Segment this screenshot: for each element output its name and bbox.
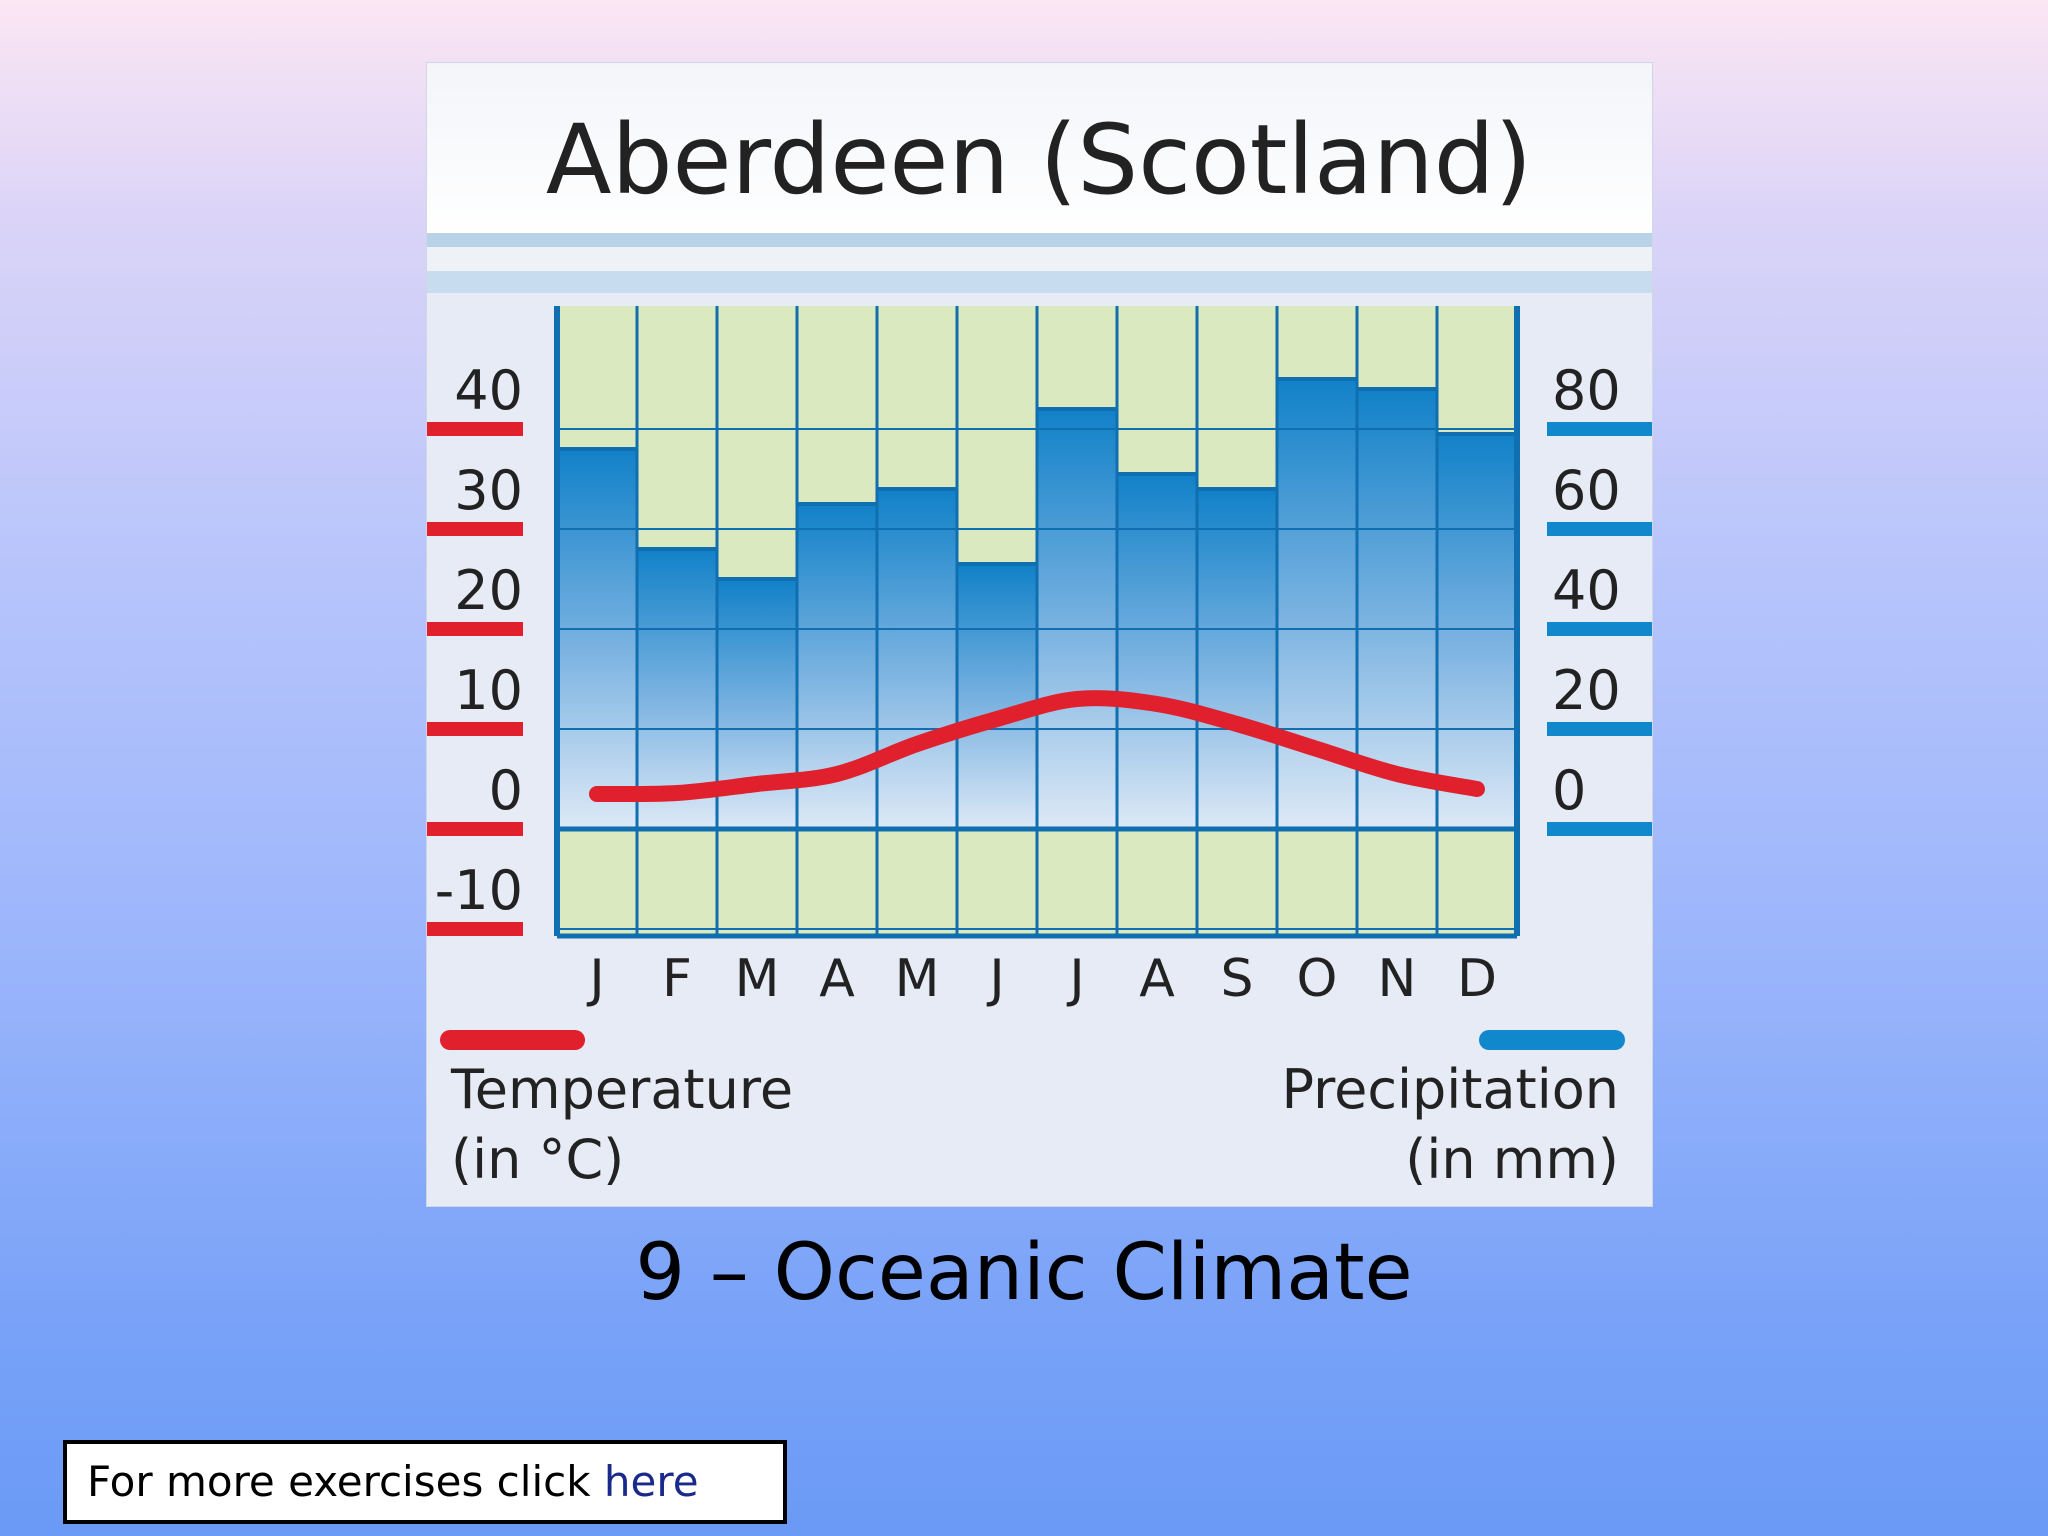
precipitation-legend-label: Precipitation: [1281, 1058, 1619, 1121]
precipitation-tick-label: 20: [1552, 659, 1621, 722]
here-link[interactable]: here: [603, 1457, 699, 1506]
precipitation-bar: [877, 489, 957, 829]
month-label: O: [1297, 949, 1338, 1009]
chart-title: Aberdeen (Scotland): [546, 104, 1532, 216]
precipitation-tick-label: 80: [1552, 359, 1621, 422]
precipitation-bar: [557, 449, 637, 829]
temperature-legend-unit: (in °C): [451, 1128, 624, 1191]
precipitation-tick-label: 40: [1552, 559, 1621, 622]
temperature-axis: 40 30 20 10 0 -10: [427, 359, 523, 936]
month-label: M: [735, 949, 780, 1009]
precipitation-bar: [1357, 389, 1437, 829]
temperature-line: [589, 690, 1485, 803]
month-label: J: [1066, 949, 1084, 1009]
climate-chart: Aberdeen (Scotland) 40 30 20 10 0 -10 80 60 40 2…: [427, 63, 1652, 1206]
month-label: J: [986, 949, 1004, 1009]
more-exercises-box: For more exercises click here: [63, 1440, 787, 1524]
precipitation-bar: [1437, 434, 1517, 829]
precipitation-bar: [1117, 474, 1197, 829]
title-divider-gap: [427, 247, 1652, 271]
title-divider: [427, 233, 1652, 247]
temperature-tick-label: 30: [454, 459, 523, 522]
precipitation-bar: [637, 549, 717, 829]
slide-subtitle: 9 – Oceanic Climate: [635, 1228, 1413, 1318]
title-divider-lower: [427, 271, 1652, 293]
precipitation-tick-label: 60: [1552, 459, 1621, 522]
month-label: M: [895, 949, 940, 1009]
month-label: A: [1139, 949, 1175, 1009]
more-exercises-text: For more exercises click: [87, 1457, 591, 1506]
month-label: J: [586, 949, 604, 1009]
climate-chart-svg: Aberdeen (Scotland) 40 30 20 10 0 -10 80 60 40 2…: [427, 63, 1652, 1191]
precipitation-bar: [1197, 489, 1277, 829]
temperature-tick-label: -10: [435, 859, 523, 922]
precipitation-tick-label: 0: [1552, 759, 1586, 822]
month-label: D: [1457, 949, 1497, 1009]
temperature-legend-label: Temperature: [450, 1058, 793, 1121]
precipitation-bar: [957, 564, 1037, 829]
temperature-tick-label: 0: [489, 759, 523, 822]
month-label: A: [819, 949, 855, 1009]
month-label: N: [1378, 949, 1417, 1009]
month-label: S: [1220, 949, 1253, 1009]
precipitation-axis: 80 60 40 20 0: [1547, 359, 1652, 836]
temperature-tick-label: 20: [454, 559, 523, 622]
temperature-tick-label: 10: [454, 659, 523, 722]
precipitation-legend-unit: (in mm): [1405, 1128, 1619, 1191]
month-label: F: [662, 949, 692, 1009]
precipitation-bar: [1037, 409, 1117, 829]
plot-grid: [554, 306, 1520, 939]
title-band: [427, 63, 1652, 238]
temperature-tick-label: 40: [454, 359, 523, 422]
